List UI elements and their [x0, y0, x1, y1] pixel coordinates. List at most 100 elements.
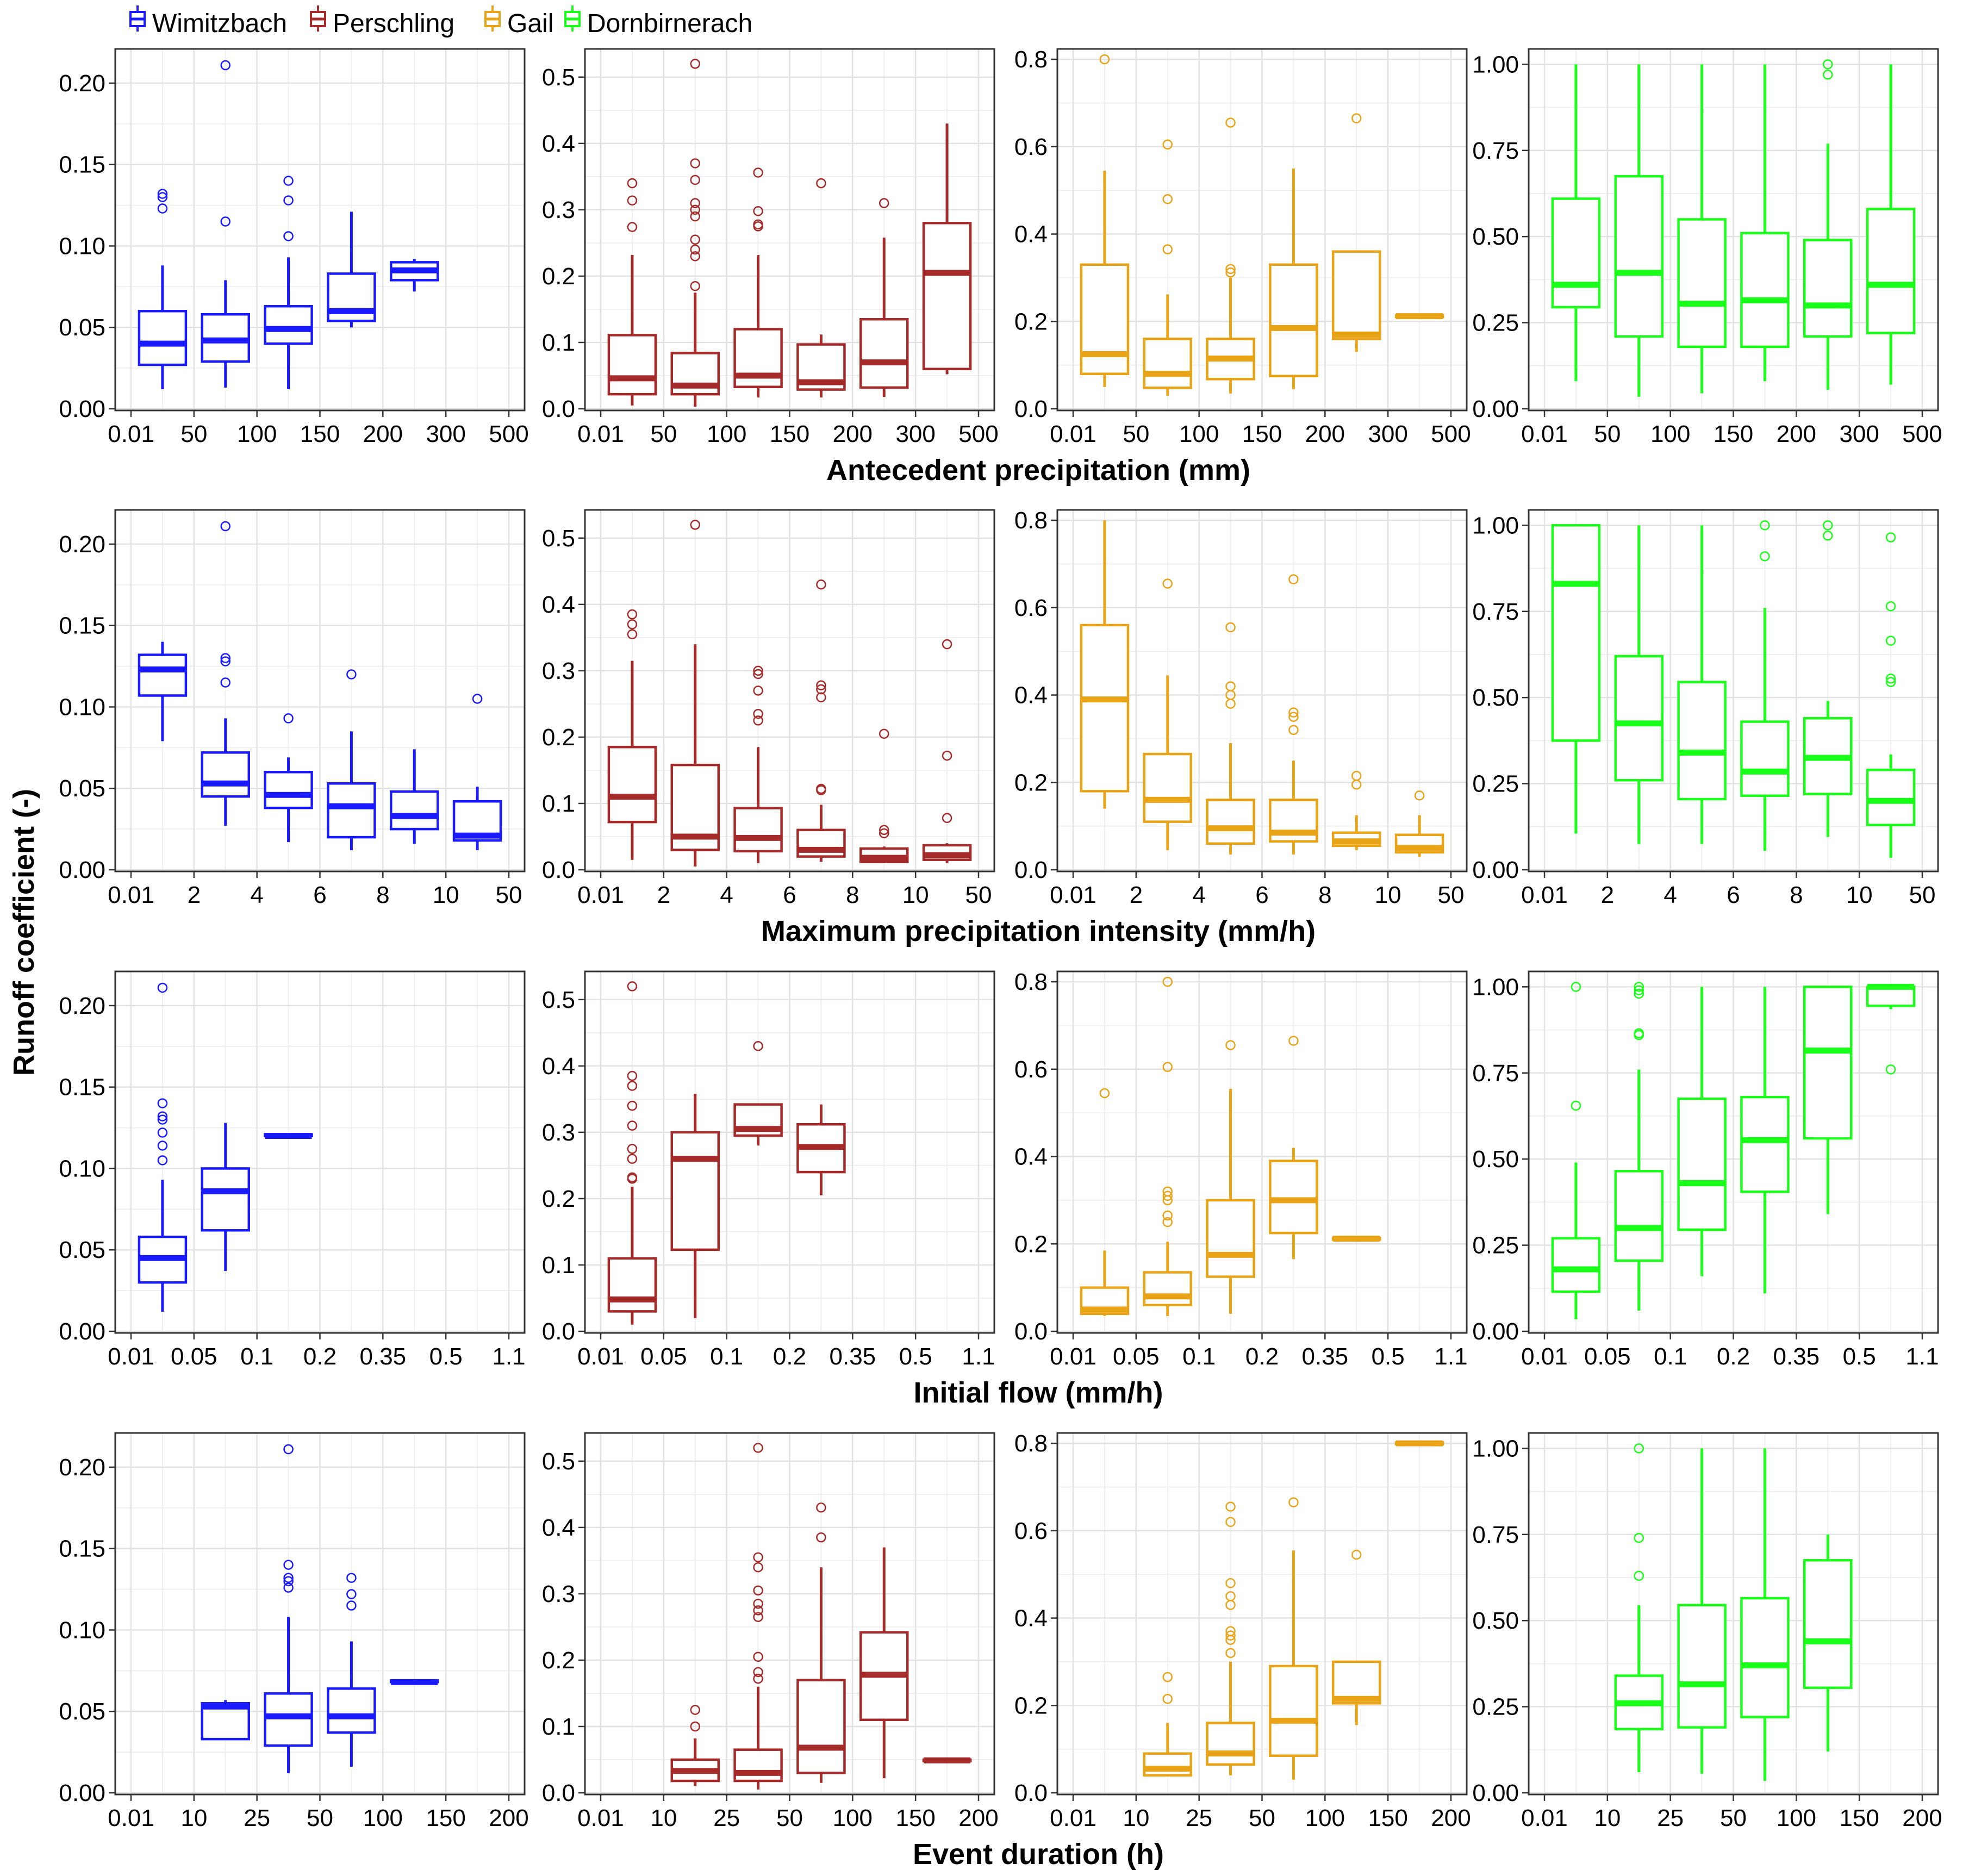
box [1551, 982, 1601, 1319]
box-body [1803, 1559, 1853, 1689]
box [1551, 524, 1601, 834]
x-tick-label: 0.01 [108, 421, 154, 447]
x-tick-label: 0.01 [1050, 882, 1096, 908]
outlier [753, 167, 763, 178]
outlier [753, 1585, 763, 1596]
y-tick-label: 0.75 [1472, 599, 1519, 625]
x-tick-label: 25 [1186, 1805, 1212, 1831]
box-body [1332, 250, 1381, 340]
outlier [753, 219, 763, 229]
box [1206, 1501, 1255, 1775]
x-tick-label: 2 [1601, 882, 1614, 908]
x-tick-label: 0.05 [640, 1343, 687, 1370]
y-tick-label: 0.2 [542, 1186, 575, 1212]
outlier [283, 1576, 294, 1586]
outlier [627, 1100, 638, 1111]
x-tick-label: 0.01 [108, 882, 154, 908]
box [390, 259, 439, 292]
outlier [1634, 985, 1644, 995]
y-tick-label: 0.4 [542, 591, 575, 618]
panel-border [114, 48, 526, 412]
y-tick-label: 0.0 [542, 1780, 575, 1806]
x-tick-label: 0.01 [1521, 1805, 1568, 1831]
box [796, 1502, 846, 1783]
box [1206, 117, 1255, 394]
y-tick-label: 0.6 [1014, 1056, 1048, 1083]
outlier [816, 178, 826, 189]
x-tick-label: 300 [895, 421, 935, 447]
box [1803, 986, 1853, 1214]
box [390, 1679, 439, 1685]
box [607, 178, 657, 406]
box [1740, 520, 1790, 851]
y-tick-label: 0.8 [1014, 507, 1048, 534]
outlier [1225, 267, 1236, 278]
box-body [1206, 799, 1255, 845]
y-tick-label: 0.75 [1472, 1060, 1519, 1087]
x-tick-label: 50 [307, 1805, 333, 1831]
y-tick-label: 0.00 [59, 857, 105, 883]
outlier [816, 684, 826, 695]
x-tick-label: 0.05 [1113, 1343, 1160, 1370]
box [1206, 1040, 1255, 1314]
x-tick-label: 0.05 [1584, 1343, 1631, 1370]
outlier [157, 982, 168, 993]
x-tick-label: 50 [965, 882, 992, 908]
box [264, 1444, 313, 1774]
outlier [283, 231, 294, 241]
outlier [753, 685, 763, 696]
outlier [627, 619, 638, 630]
outlier [690, 1705, 700, 1715]
y-tick-label: 0.4 [1014, 221, 1048, 248]
outlier [157, 1111, 168, 1121]
outlier [753, 1651, 763, 1662]
box-body [607, 1257, 657, 1313]
box [859, 1547, 909, 1779]
outlier [690, 1721, 700, 1732]
x-tick-label: 10 [902, 882, 929, 908]
outlier [1634, 982, 1644, 992]
outlier [690, 234, 700, 245]
outlier [1823, 520, 1833, 531]
outlier [1288, 707, 1299, 718]
x-tick-label: 200 [1777, 421, 1816, 447]
chart-panel: 0.0 0.2 0.4 0.6 0.8 0.01 10 25 50 100 150 200 [1014, 1430, 1471, 1831]
outlier [816, 680, 826, 690]
box [670, 1705, 720, 1786]
outlier [627, 222, 638, 232]
outlier [753, 1598, 763, 1609]
box-body [733, 1748, 783, 1782]
x-tick-label: 300 [1368, 421, 1407, 447]
box-body [1206, 1199, 1255, 1278]
x-tick-label: 0.5 [429, 1343, 463, 1370]
box [733, 665, 783, 863]
y-tick-label: 0.5 [542, 987, 575, 1013]
outlier [220, 677, 230, 688]
legend: Wimitzbach Perschling Gail Dornbirnerach [129, 5, 752, 38]
x-tick-label: 100 [1305, 1805, 1345, 1831]
box [796, 1104, 846, 1195]
legend-item: Gail [484, 5, 553, 38]
x-tick-label: 500 [958, 421, 998, 447]
y-tick-label: 0.10 [59, 694, 105, 720]
chart-panel: 0.00 0.25 0.50 0.75 1.00 0.01 0.05 0.1 0.2 0.35 0.… [1472, 970, 1939, 1370]
outlier [1225, 1626, 1236, 1636]
y-tick-label: 0.00 [1472, 396, 1519, 422]
outlier [1225, 264, 1236, 275]
x-tick-label: 25 [244, 1805, 270, 1831]
x-tick-label: 0.01 [577, 1343, 624, 1370]
x-tick-label: 0.2 [1717, 1343, 1750, 1370]
panel-border [584, 970, 995, 1334]
chart-panel: 0.00 0.25 0.50 0.75 1.00 0.01 10 25 50 100 150 200 [1472, 1432, 1942, 1831]
outlier [1225, 117, 1236, 128]
box [1269, 1036, 1318, 1260]
y-tick-label: 0.0 [542, 396, 575, 422]
x-tick-label: 0.35 [830, 1343, 876, 1370]
x-tick-label: 50 [1249, 1805, 1275, 1831]
box [607, 609, 657, 860]
outlier [220, 521, 230, 532]
box [1332, 1236, 1381, 1242]
y-tick-label: 0.2 [542, 724, 575, 751]
y-tick-label: 0.00 [59, 1780, 105, 1806]
y-tick-label: 0.15 [59, 1536, 105, 1562]
